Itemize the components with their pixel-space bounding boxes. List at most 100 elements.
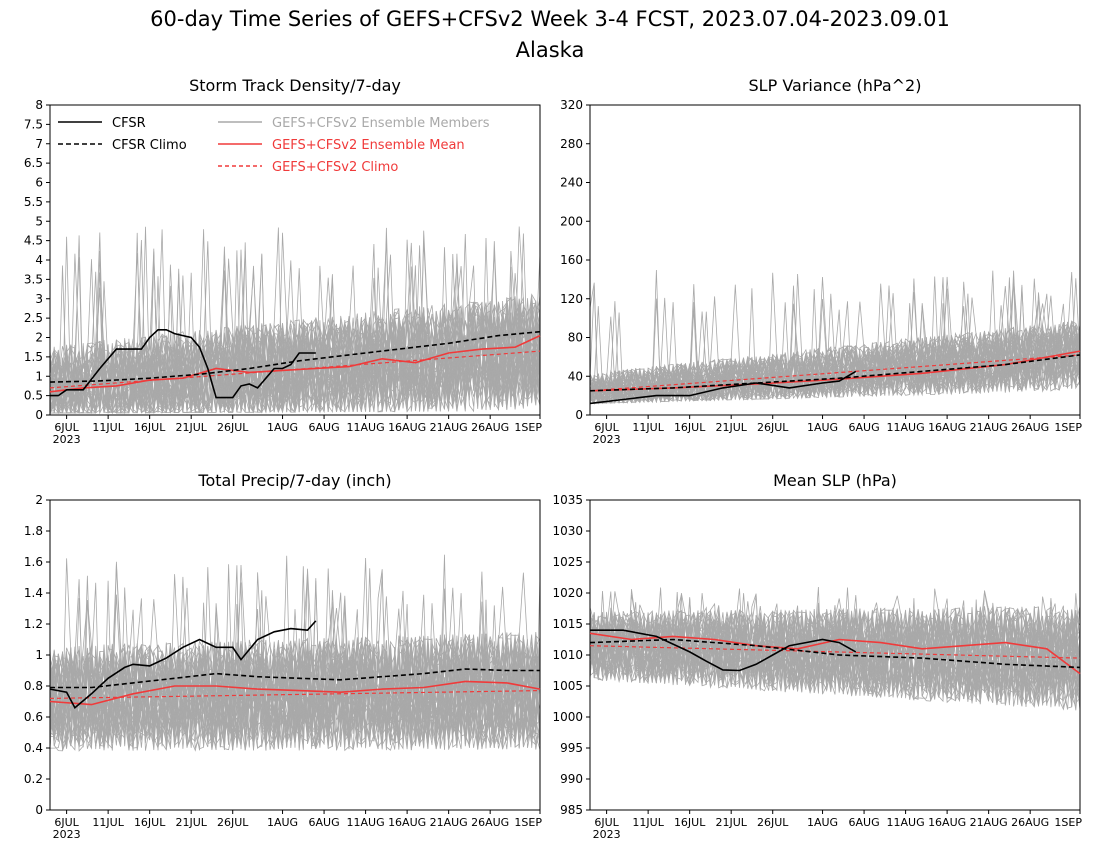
y-tick-label: 240 (560, 176, 583, 190)
x-tick-label: 6JUL (594, 816, 619, 829)
panel-4: Mean SLP (hPa) 985 990 995 1000 1005 1010 1015 1… (552, 471, 1082, 841)
panel-title: Mean SLP (hPa) (773, 471, 897, 490)
ensemble-member-line (589, 590, 1081, 708)
y-tick-label: 2 (35, 493, 43, 507)
y-tick-label: 1.2 (24, 617, 43, 631)
x-tick-label: 26AUG (1011, 816, 1049, 829)
y-tick-label: 1030 (552, 524, 583, 538)
y-tick-label: 2 (35, 331, 43, 345)
y-tick-label: 1.8 (24, 524, 43, 538)
series-line-cfsr (50, 328, 316, 399)
x-tick-label: 6AUG (849, 421, 880, 434)
y-tick-label: 4.5 (24, 234, 43, 248)
y-tick-label: 5 (35, 214, 43, 228)
y-tick-label: 1.5 (24, 350, 43, 364)
y-tick-label: 1010 (552, 648, 583, 662)
series-line-cfsr (49, 620, 317, 709)
x-tick-label: 26AUG (471, 816, 509, 829)
x-tick-label: 6AUG (849, 816, 880, 829)
x-tick-label: 1SEP (514, 421, 542, 434)
y-tick-label: 200 (560, 214, 583, 228)
y-tick-label: 3.5 (24, 272, 43, 286)
y-tick-label: 1005 (552, 679, 583, 693)
series-line-gefs-cfsv2-ensemble-mean (49, 334, 541, 393)
legend-label: CFSR Climo (112, 138, 187, 153)
panels: Storm Track Density/7-day 0 0.5 1 1.5 2 2.5 3 3.… (24, 76, 1082, 841)
x-year-label: 2023 (593, 828, 621, 841)
ensemble-member-line (49, 557, 541, 751)
x-tick-label: 16AUG (388, 421, 426, 434)
y-tick-label: 8 (35, 98, 43, 112)
ensemble-member-line (49, 232, 541, 414)
panel-1: Storm Track Density/7-day 0 0.5 1 1.5 2 2.5 3 3.… (24, 76, 542, 446)
y-tick-label: 0.6 (24, 710, 43, 724)
y-tick-label: 40 (568, 369, 583, 383)
y-tick-label: 0 (35, 408, 43, 422)
x-tick-label: 11AUG (347, 421, 385, 434)
y-tick-label: 1035 (552, 493, 583, 507)
legend-label: GEFS+CFSv2 Ensemble Members (272, 116, 490, 131)
y-tick-label: 1015 (552, 617, 583, 631)
panel-3: Total Precip/7-day (inch)00.20.40.60.811… (24, 471, 542, 841)
y-tick-label: 0.4 (24, 741, 43, 755)
y-tick-label: 995 (560, 741, 583, 755)
x-tick-label: 1SEP (1054, 421, 1082, 434)
x-tick-label: 6AUG (309, 421, 340, 434)
x-tick-label: 1AUG (807, 816, 838, 829)
legend-label: GEFS+CFSv2 Climo (272, 160, 398, 175)
y-tick-label: 1 (35, 369, 43, 383)
series-line-gefs-cfsv2-climo (589, 354, 1081, 392)
x-tick-label: 21AUG (430, 816, 468, 829)
x-tick-label: 11JUL (632, 816, 664, 829)
x-tick-label: 11AUG (887, 421, 925, 434)
series-line-cfsr-climo (589, 354, 1081, 392)
x-tick-label: 21JUL (715, 816, 747, 829)
x-tick-label: 16JUL (674, 421, 706, 434)
series-line-cfsr-climo (589, 638, 1081, 669)
y-tick-label: 5.5 (24, 195, 43, 209)
y-tick-label: 2.5 (24, 311, 43, 325)
y-tick-label: 4 (35, 253, 43, 267)
y-tick-label: 6.5 (24, 156, 43, 170)
x-year-label: 2023 (593, 433, 621, 446)
panel-title: SLP Variance (hPa^2) (749, 76, 922, 95)
ensemble-member-line (49, 587, 541, 751)
ensemble-members (49, 554, 541, 752)
y-tick-label: 280 (560, 137, 583, 151)
y-tick-label: 990 (560, 772, 583, 786)
x-tick-label: 6JUL (54, 421, 79, 434)
y-tick-label: 1000 (552, 710, 583, 724)
legend: CFSR CFSR Climo GEFS+CFSv2 Ensemble Member… (58, 116, 490, 175)
x-tick-label: 11JUL (92, 421, 124, 434)
x-tick-label: 6JUL (594, 421, 619, 434)
x-tick-label: 26JUL (217, 421, 249, 434)
y-tick-label: 0.2 (24, 772, 43, 786)
y-tick-label: 7.5 (24, 117, 43, 131)
y-tick-label: 985 (560, 803, 583, 817)
ensemble-members (49, 226, 541, 415)
series-line-gefs-cfsv2-ensemble-mean (589, 632, 1081, 675)
ensemble-member-line (49, 236, 541, 415)
legend-label: CFSR (112, 116, 146, 131)
series-line-cfsr (590, 629, 857, 672)
x-tick-label: 1AUG (267, 421, 298, 434)
y-tick-label: 0.8 (24, 679, 43, 693)
x-tick-label: 21JUL (715, 421, 747, 434)
x-tick-label: 1SEP (514, 816, 542, 829)
y-tick-label: 1025 (552, 555, 583, 569)
panel-title: Storm Track Density/7-day (189, 76, 401, 95)
y-tick-label: 0 (575, 408, 583, 422)
ensemble-member-line (589, 273, 1081, 403)
x-tick-label: 1AUG (267, 816, 298, 829)
y-tick-label: 320 (560, 98, 583, 112)
ensemble-member-line (589, 285, 1081, 404)
series-line-cfsr-climo (50, 668, 540, 689)
x-tick-label: 11JUL (632, 421, 664, 434)
ensemble-member-line (49, 265, 541, 415)
x-year-label: 2023 (53, 433, 81, 446)
x-tick-label: 21AUG (430, 421, 468, 434)
x-tick-label: 26JUL (757, 421, 789, 434)
x-tick-label: 21AUG (970, 816, 1008, 829)
ensemble-member-line (49, 272, 541, 414)
y-tick-label: 120 (560, 292, 583, 306)
